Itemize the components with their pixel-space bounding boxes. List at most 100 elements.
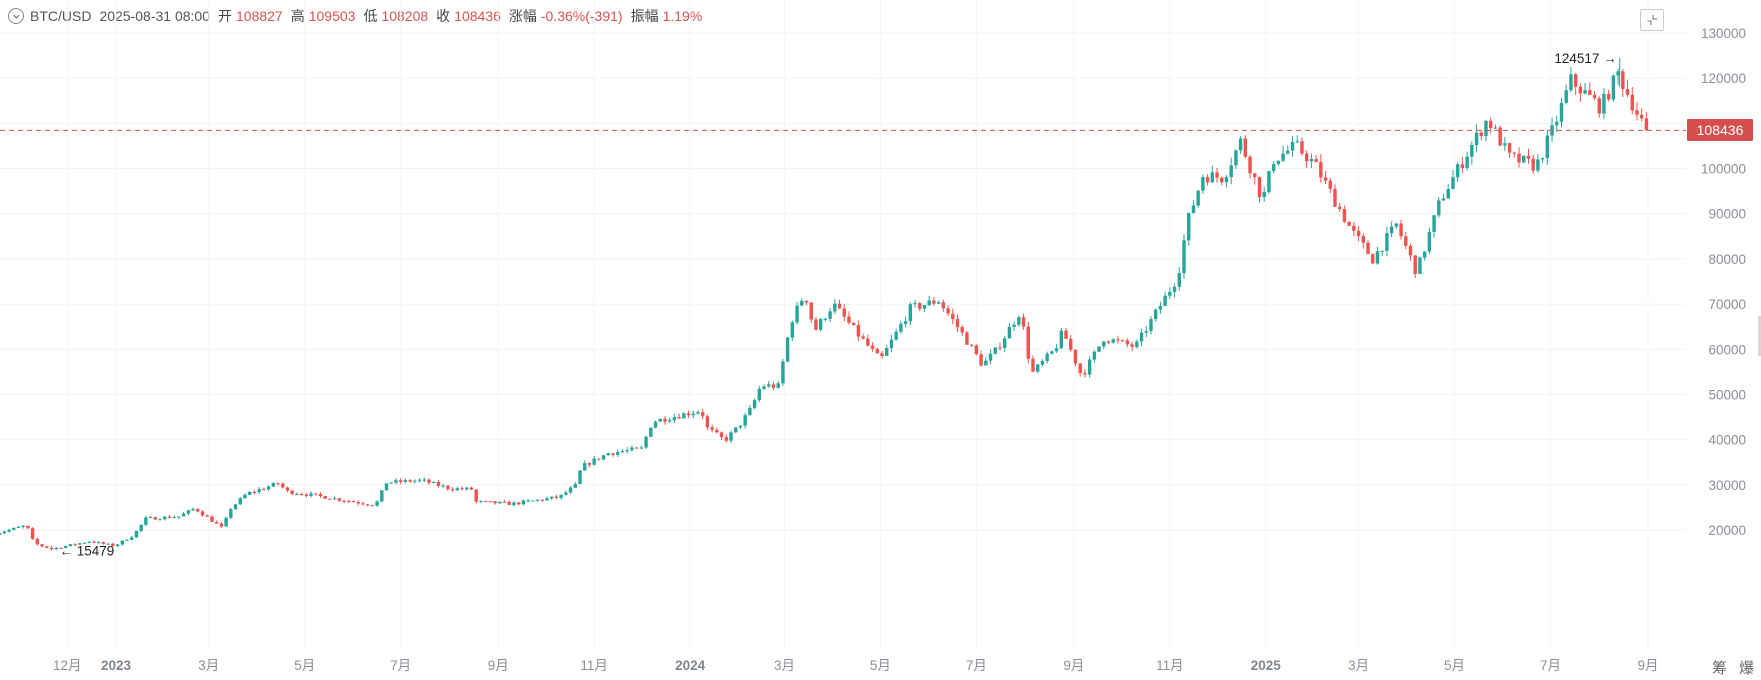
candle-body bbox=[1111, 339, 1115, 343]
y-tick-label: 40000 bbox=[1708, 433, 1746, 448]
candle-body bbox=[1437, 200, 1441, 216]
candle-body bbox=[158, 519, 162, 521]
candle-body bbox=[191, 508, 195, 511]
candle-body bbox=[1286, 150, 1290, 154]
candle-body bbox=[1479, 132, 1483, 136]
candle-body bbox=[700, 412, 705, 417]
candle-body bbox=[1493, 127, 1498, 129]
candle-body bbox=[257, 489, 261, 492]
candle-body bbox=[1120, 340, 1125, 342]
candle-body bbox=[1238, 138, 1243, 151]
candle-body bbox=[1229, 165, 1233, 178]
candle-body bbox=[493, 501, 497, 504]
candle-body bbox=[601, 455, 606, 460]
candle-body bbox=[535, 499, 540, 501]
candle-body bbox=[398, 480, 403, 482]
candle-body bbox=[1210, 172, 1215, 183]
amplitude-label: 振幅 bbox=[630, 8, 659, 24]
candle-body bbox=[847, 316, 851, 323]
candle-body bbox=[172, 517, 176, 519]
candle-body bbox=[866, 338, 870, 346]
chips-distribution-button[interactable]: 筹 bbox=[1712, 660, 1728, 677]
candle-body bbox=[1187, 212, 1191, 241]
candle-body bbox=[210, 516, 214, 522]
candle-body bbox=[1064, 330, 1068, 339]
candle-body bbox=[1158, 305, 1163, 310]
candle-body bbox=[1592, 94, 1597, 99]
candle-body bbox=[776, 383, 780, 388]
candle-body bbox=[465, 487, 469, 490]
candle-body bbox=[78, 543, 82, 545]
candle-body bbox=[1333, 188, 1337, 207]
candle-body bbox=[969, 344, 974, 346]
candle-body bbox=[682, 413, 686, 419]
candle-body bbox=[238, 498, 242, 505]
candle-body bbox=[1007, 326, 1012, 339]
candle-body bbox=[1012, 324, 1016, 327]
y-tick-label: 130000 bbox=[1701, 26, 1746, 41]
candle-body bbox=[332, 498, 337, 500]
candle-body bbox=[1234, 150, 1238, 166]
candle-body bbox=[87, 541, 91, 543]
candle-body bbox=[960, 327, 964, 333]
candle-body bbox=[1338, 206, 1342, 210]
candle-body bbox=[672, 417, 677, 421]
x-tick-label: 9月 bbox=[488, 658, 509, 673]
symbol-label[interactable]: BTC/USD bbox=[30, 8, 92, 24]
candle-body bbox=[394, 480, 398, 483]
candle-body bbox=[1455, 164, 1460, 178]
candle-body bbox=[748, 407, 752, 416]
candle-body bbox=[441, 485, 445, 487]
candle-body bbox=[337, 498, 342, 501]
candle-body bbox=[1375, 251, 1380, 264]
low-value: 108208 bbox=[381, 8, 429, 24]
candle-body bbox=[427, 479, 431, 483]
candle-body bbox=[1314, 159, 1318, 163]
y-axis: 20000 30000 40000 50000 60000 70000 80000 90000… bbox=[1701, 26, 1746, 538]
candle-body bbox=[1257, 177, 1262, 198]
candle-body bbox=[120, 540, 125, 545]
open-value: 108827 bbox=[236, 8, 283, 24]
candle-body bbox=[1465, 156, 1469, 168]
high-value: 109503 bbox=[308, 8, 356, 24]
candle-body bbox=[800, 300, 804, 306]
collapse-toggle-icon[interactable] bbox=[8, 8, 24, 24]
candle-body bbox=[1106, 341, 1111, 343]
candle-body bbox=[606, 453, 611, 456]
candle-body bbox=[1262, 192, 1266, 198]
candle-body bbox=[1597, 98, 1601, 114]
candle-body bbox=[1418, 257, 1422, 274]
candle-body bbox=[885, 348, 889, 356]
candle-body bbox=[356, 502, 360, 504]
x-tick-label: 11月 bbox=[580, 658, 608, 673]
candle-body bbox=[936, 302, 941, 304]
chart-header: BTC/USD 2025-08-31 08:00 开 108827 高 1095… bbox=[8, 7, 710, 25]
candle-body bbox=[1182, 240, 1186, 274]
candle-body bbox=[403, 480, 408, 482]
candle-body bbox=[351, 501, 356, 503]
candle-body bbox=[965, 332, 969, 345]
candle-body bbox=[186, 510, 191, 514]
x-tick-label: 9月 bbox=[1637, 658, 1658, 673]
candle-body bbox=[1559, 102, 1564, 122]
candle-body bbox=[139, 524, 143, 531]
candle-body bbox=[705, 416, 710, 428]
y-tick-label: 80000 bbox=[1708, 252, 1746, 267]
candle-body bbox=[814, 319, 818, 330]
candle-body bbox=[568, 487, 573, 493]
close-value: 108436 bbox=[454, 8, 501, 24]
candle-body bbox=[0, 533, 2, 535]
candle-body bbox=[101, 542, 106, 544]
candle-body bbox=[531, 500, 535, 502]
candle-body bbox=[823, 318, 828, 320]
candle-body bbox=[271, 483, 275, 487]
candle-body bbox=[691, 413, 695, 416]
liquidation-button[interactable]: 爆 bbox=[1739, 660, 1755, 677]
candle-body bbox=[45, 546, 49, 548]
side-panel-handle[interactable] bbox=[1758, 316, 1761, 356]
candle-body bbox=[1083, 373, 1087, 375]
candle-body bbox=[1498, 127, 1502, 146]
candle-body bbox=[304, 494, 309, 496]
candle-body bbox=[644, 436, 648, 448]
